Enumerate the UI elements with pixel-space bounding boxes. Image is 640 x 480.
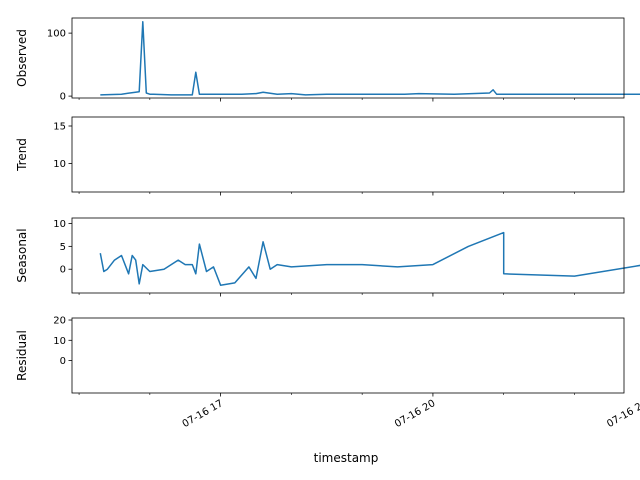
panel-frame <box>71 17 625 99</box>
y-tick-label: 20 <box>53 316 66 327</box>
y-tick-label: 10 <box>53 219 66 230</box>
panel-residual: 0 10 20 Residual <box>15 316 625 397</box>
x-tick-label: 07-16 23 <box>605 398 640 430</box>
y-tick-label: 0 <box>60 265 66 276</box>
panel-frame <box>71 317 625 394</box>
x-tick-label: 07-16 17 <box>181 398 225 430</box>
y-tick-label: 5 <box>60 242 66 253</box>
y-axis-label: Seasonal <box>15 228 29 282</box>
observed-series-line <box>100 21 640 96</box>
panel-seasonal: 0 5 10 Seasonal <box>15 217 640 297</box>
x-axis-label: timestamp <box>314 451 379 465</box>
x-tick-label: 07-16 20 <box>393 398 437 430</box>
y-axis-label: Observed <box>15 29 29 87</box>
y-tick-label: 0 <box>60 92 66 103</box>
y-axis-label: Trend <box>15 138 29 172</box>
panel-observed: 0 100 Observed <box>15 17 640 103</box>
y-tick-label: 15 <box>53 122 66 133</box>
panel-frame <box>71 217 625 294</box>
seasonal-series-line <box>99 231 640 286</box>
y-tick-label: 100 <box>47 29 66 40</box>
y-tick-label: 10 <box>53 336 66 347</box>
y-tick-label: 10 <box>53 159 66 170</box>
y-tick-label: 0 <box>60 356 66 367</box>
y-axis-label: Residual <box>15 330 29 381</box>
panel-trend: 10 15 Trend <box>15 116 625 196</box>
panel-frame <box>71 116 625 193</box>
